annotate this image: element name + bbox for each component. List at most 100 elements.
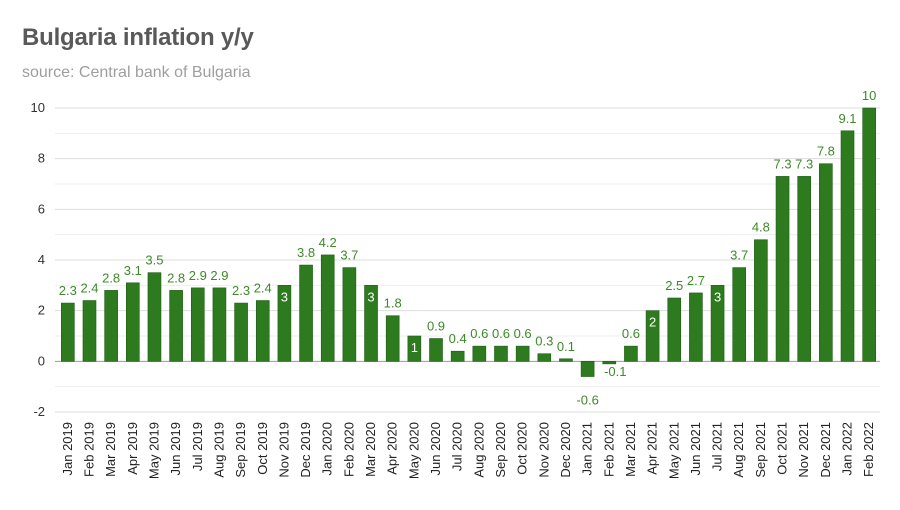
data-label: 10 <box>862 88 876 103</box>
data-label: 4.2 <box>319 235 337 250</box>
bar <box>190 287 205 362</box>
data-label: -0.6 <box>576 393 598 408</box>
y-tick-label: -2 <box>33 404 45 419</box>
bar <box>450 350 465 362</box>
bar <box>754 239 768 362</box>
data-label: 2.3 <box>232 283 250 298</box>
y-tick-label: 2 <box>38 303 45 318</box>
data-label: 2.4 <box>80 281 98 296</box>
bar <box>819 163 833 362</box>
data-label: 9.1 <box>838 111 856 126</box>
x-tick-label: Jul 2020 <box>450 422 465 471</box>
x-tick-label: Jul 2019 <box>190 422 205 471</box>
y-tick-label: 6 <box>38 201 45 216</box>
bar <box>537 353 552 362</box>
data-label: 0.6 <box>470 326 488 341</box>
x-tick-label: Oct 2019 <box>255 422 270 475</box>
y-tick-label: 8 <box>38 151 45 166</box>
data-label: 0.6 <box>514 326 532 341</box>
x-tick-label: Mar 2021 <box>623 422 638 477</box>
bar <box>385 315 400 362</box>
bar <box>147 272 162 362</box>
data-label: 0.6 <box>622 326 640 341</box>
x-tick-label: Jul 2021 <box>710 422 725 471</box>
data-label: 1 <box>411 340 418 355</box>
x-tick-label: Apr 2021 <box>645 422 660 475</box>
bar <box>61 302 75 362</box>
x-tick-label: Jun 2021 <box>688 422 703 476</box>
data-label: -0.1 <box>604 364 626 379</box>
bar <box>234 302 248 362</box>
bar <box>82 300 97 362</box>
x-tick-label: Jun 2020 <box>428 422 443 476</box>
x-tick-label: Dec 2019 <box>298 422 313 478</box>
data-label: 1.8 <box>384 296 402 311</box>
chart-subtitle: source: Central bank of Bulgaria <box>22 64 251 81</box>
bar <box>797 176 811 362</box>
bar <box>299 264 313 362</box>
x-tick-label: Jan 2022 <box>840 422 855 476</box>
x-tick-label: Oct 2020 <box>515 422 530 475</box>
x-tick-label: May 2020 <box>406 422 421 479</box>
data-label: 3 <box>714 289 721 304</box>
x-tick-label: Aug 2021 <box>731 422 746 478</box>
x-tick-label: Aug 2020 <box>471 422 486 478</box>
bar <box>602 361 617 365</box>
data-label: 3.8 <box>297 245 315 260</box>
bar <box>472 345 487 362</box>
x-tick-label: Nov 2020 <box>536 422 551 478</box>
bar <box>559 358 573 362</box>
x-tick-label: Nov 2021 <box>796 422 811 478</box>
data-label: 2.8 <box>102 270 120 285</box>
bar <box>494 345 508 362</box>
data-label: 2.9 <box>210 268 228 283</box>
data-label: 0.1 <box>557 339 575 354</box>
data-label: 0.9 <box>427 319 445 334</box>
bar <box>407 335 422 362</box>
x-tick-label: Apr 2019 <box>125 422 140 475</box>
y-tick-label: 10 <box>31 100 45 115</box>
bar <box>775 176 790 362</box>
data-label: 2.9 <box>189 268 207 283</box>
bar <box>212 287 227 362</box>
data-label: 2.4 <box>254 281 272 296</box>
bar <box>277 285 292 362</box>
x-tick-label: Feb 2019 <box>81 422 96 477</box>
data-label: 0.3 <box>535 334 553 349</box>
bar <box>689 292 703 362</box>
data-label: 2.5 <box>665 278 683 293</box>
data-label: 0.6 <box>492 326 510 341</box>
x-tick-label: Feb 2020 <box>341 422 356 477</box>
bar <box>624 345 638 362</box>
data-label: 2.3 <box>59 283 77 298</box>
data-label: 3 <box>281 289 288 304</box>
x-tick-label: Sep 2019 <box>233 422 248 478</box>
x-tick-label: Dec 2021 <box>818 422 833 478</box>
x-tick-label: Jan 2019 <box>60 422 75 476</box>
x-tick-label: Mar 2019 <box>103 422 118 477</box>
bar <box>320 254 335 362</box>
bar <box>429 338 443 362</box>
x-tick-label: Jan 2020 <box>320 422 335 476</box>
bar <box>255 300 270 362</box>
x-tick-label: Oct 2021 <box>775 422 790 475</box>
bar <box>169 290 183 362</box>
data-label: 3.1 <box>124 263 142 278</box>
data-label: 4.8 <box>752 220 770 235</box>
x-tick-label: Sep 2020 <box>493 422 508 478</box>
x-tick-label: Feb 2021 <box>601 422 616 477</box>
bar <box>364 285 378 362</box>
data-label: 7.8 <box>817 144 835 159</box>
bar <box>104 290 118 362</box>
x-tick-label: Jun 2019 <box>168 422 183 476</box>
bar <box>710 285 725 362</box>
bar <box>732 267 747 362</box>
x-tick-label: Nov 2019 <box>276 422 291 478</box>
x-tick-label: Jan 2021 <box>580 422 595 476</box>
x-tick-label: Feb 2022 <box>861 422 876 477</box>
data-label: 2.7 <box>687 273 705 288</box>
data-label: 3.7 <box>340 248 358 263</box>
bar <box>126 282 140 362</box>
bar <box>645 310 660 362</box>
